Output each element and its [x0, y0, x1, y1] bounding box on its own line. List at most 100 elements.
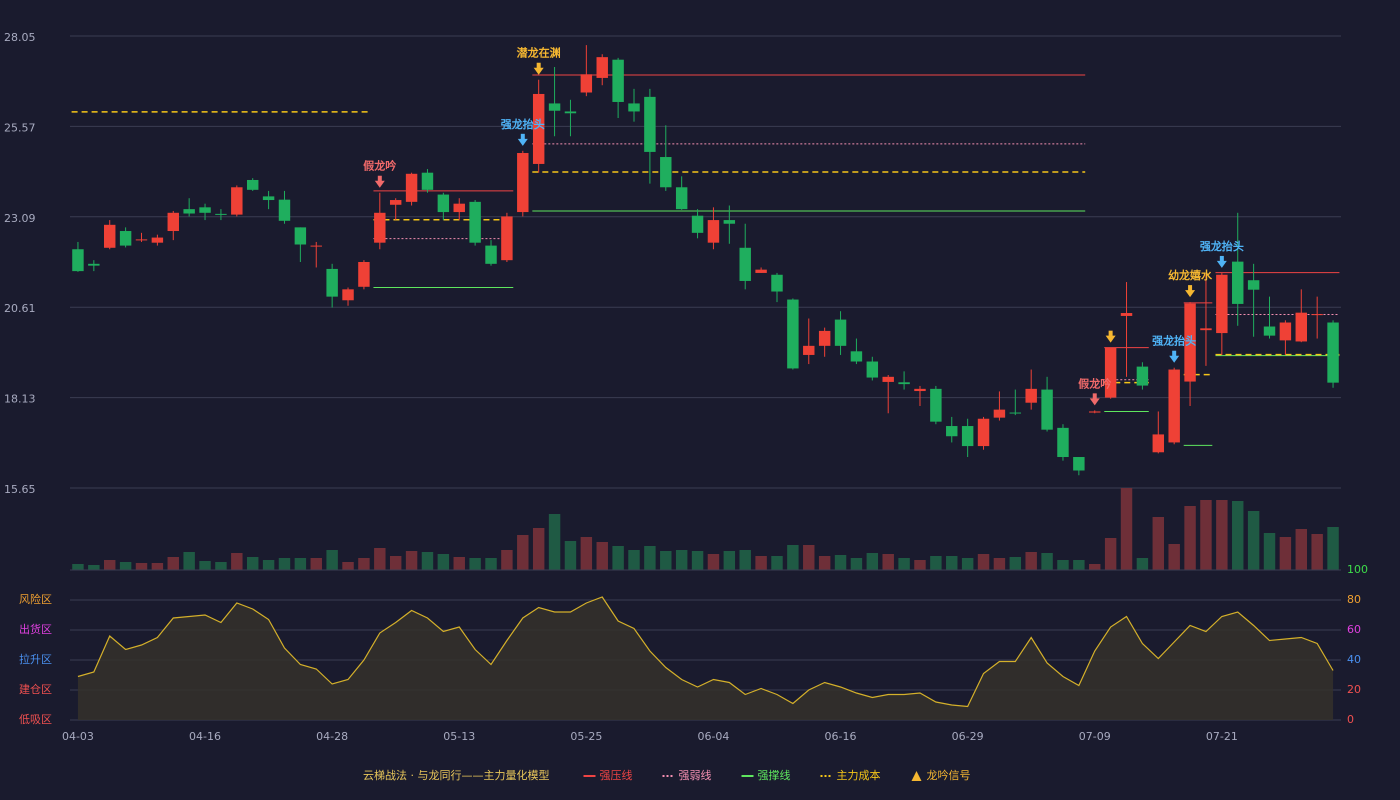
volume-bar [342, 562, 354, 570]
candle-body [1152, 434, 1165, 453]
candle-body [88, 263, 100, 266]
y2-tick-label: 0 [1347, 713, 1354, 726]
volume-bar [167, 557, 179, 570]
volume-bar [1263, 533, 1276, 570]
signal-arrow-head [1216, 260, 1227, 268]
candle-body [405, 173, 418, 202]
candle-body [691, 215, 704, 233]
volume-bar [866, 553, 879, 570]
signal-arrow-stem [1108, 330, 1113, 337]
volume-bar [246, 557, 259, 570]
candle-body [294, 227, 307, 245]
candle-body [1311, 314, 1323, 316]
candle-body [231, 187, 243, 215]
volume-bar [389, 556, 402, 570]
candle-body [660, 157, 672, 188]
signal-arrow-head [533, 67, 544, 75]
candle-body [1232, 261, 1244, 304]
candle-body [135, 239, 148, 241]
legend-label: 强撑线 [758, 768, 791, 782]
candle-body [1025, 388, 1037, 403]
candle-body [1073, 457, 1085, 471]
candle-body [707, 220, 720, 243]
candle-body [517, 153, 529, 213]
signal-arrow-head [374, 180, 385, 188]
legend-label: 龙吟信号 [927, 768, 971, 782]
candle-body [882, 376, 894, 382]
volume-bar [675, 550, 688, 570]
volume-bar [1232, 501, 1244, 570]
candle-body [215, 213, 227, 215]
volume-bar [469, 558, 481, 570]
volume-bar [421, 552, 434, 570]
volume-bar [580, 537, 593, 570]
volume-bar [755, 556, 767, 570]
volume-bar [199, 561, 211, 570]
candle-body [628, 103, 640, 112]
volume-bar [660, 551, 672, 570]
candle-body [532, 93, 545, 164]
signal-arrow-head [1169, 355, 1180, 363]
volume-bar [262, 560, 275, 570]
signal-arrow-stem [1219, 255, 1224, 262]
volume-bar [628, 550, 640, 570]
candle-body [596, 57, 608, 78]
candle-body [326, 268, 338, 297]
volume-bar [231, 553, 243, 570]
signal-arrow-head [1105, 335, 1116, 343]
volume-bar [1168, 544, 1180, 570]
volume-bar [1009, 557, 1022, 570]
candle-body [421, 172, 434, 190]
candle-body [1247, 280, 1260, 290]
legend-label: 强弱线 [679, 768, 712, 782]
y-tick-label: 28.05 [4, 31, 36, 44]
volume-bar [119, 562, 132, 570]
candle-body [1327, 322, 1339, 383]
volume-bar [88, 565, 100, 570]
signal-label: 潜龙在渊 [517, 46, 561, 60]
legend-title: 云梯战法 · 与龙同行——主力量化模型 [363, 768, 550, 782]
signal-arrow-head [1185, 290, 1196, 298]
candle-body [167, 212, 179, 232]
signal-arrow-stem [1092, 393, 1097, 400]
volume-bar [215, 562, 227, 570]
volume-bar [612, 546, 624, 570]
candle-body [787, 299, 799, 369]
volume-bar [914, 560, 926, 570]
volume-bar [1104, 538, 1117, 570]
candle-body [914, 388, 926, 392]
volume-bar [596, 542, 608, 570]
volume-bar [723, 551, 736, 570]
volume-bar [1089, 564, 1101, 570]
zone-label: 建仓区 [19, 682, 52, 696]
candle-body [961, 426, 974, 447]
zone-label: 风险区 [19, 592, 52, 606]
candle-body [723, 220, 736, 224]
volume-bar [644, 546, 656, 570]
volume-bar [691, 551, 704, 570]
volume-bar [151, 563, 164, 570]
x-tick-label: 04-03 [62, 730, 94, 743]
y-tick-label: 15.65 [4, 483, 36, 496]
x-tick-label: 06-16 [825, 730, 857, 743]
volume-bar [1279, 537, 1292, 570]
candle-body [342, 289, 354, 301]
x-tick-label: 05-25 [570, 730, 602, 743]
volume-bar [532, 528, 545, 570]
y2-tick-label: 80 [1347, 593, 1361, 606]
volume-bar [1184, 506, 1196, 570]
candle-body [850, 351, 863, 362]
volume-bar [882, 554, 894, 570]
volume-bar [803, 545, 815, 570]
volume-bar [818, 556, 831, 570]
zone-label: 出货区 [19, 622, 52, 636]
signal-arrow-head [1089, 398, 1100, 406]
signal-label: 强龙抬头 [501, 117, 545, 131]
candle-body [1041, 389, 1053, 430]
zone-label: 拉升区 [19, 652, 52, 666]
candle-body [278, 199, 291, 221]
legend-label: 主力成本 [837, 768, 881, 782]
zone-label: 低吸区 [19, 713, 52, 726]
volume-bar [1295, 529, 1308, 570]
x-tick-label: 07-21 [1206, 730, 1238, 743]
